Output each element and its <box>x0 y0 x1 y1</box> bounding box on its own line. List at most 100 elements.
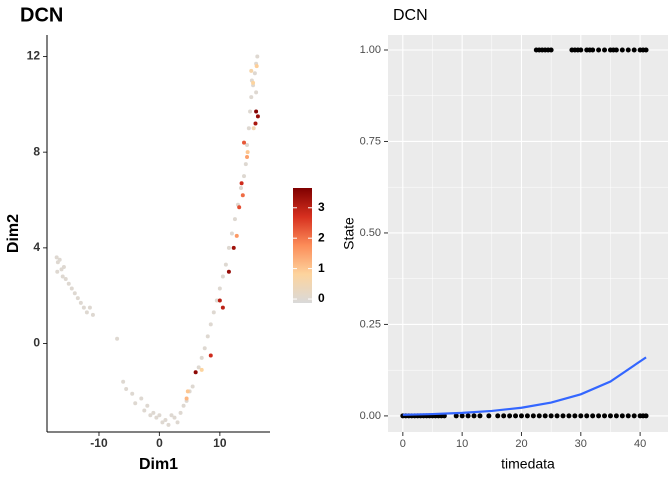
point <box>631 47 637 53</box>
point <box>584 413 590 419</box>
cell-point <box>154 415 159 420</box>
point <box>518 413 524 419</box>
cell-point <box>87 305 92 310</box>
cell-point <box>214 298 219 303</box>
cell-point <box>202 346 207 351</box>
fit-line <box>402 356 647 416</box>
cell-point <box>184 396 189 401</box>
cell-point <box>163 418 168 423</box>
point <box>548 47 554 53</box>
cell-point <box>190 384 195 389</box>
cell-point <box>148 413 153 418</box>
point <box>643 47 649 53</box>
cell-point <box>181 403 186 408</box>
point <box>578 47 584 53</box>
cell-point <box>175 420 180 425</box>
x-tick-label: 30 <box>575 438 587 450</box>
y-tick-label: 0.25 <box>360 318 381 330</box>
x-tick-label: 10 <box>456 438 468 450</box>
cell-point <box>220 305 225 310</box>
x-tick-label: 10 <box>213 436 227 450</box>
cell-point <box>66 281 71 286</box>
colorbar <box>293 188 312 303</box>
cell-point <box>133 401 138 406</box>
cell-point <box>145 403 150 408</box>
point <box>572 413 578 419</box>
cell-point <box>193 370 198 375</box>
cell-point <box>205 334 210 339</box>
point <box>471 413 477 419</box>
point <box>486 413 492 419</box>
cell-point <box>172 415 177 420</box>
y-tick-label: 12 <box>27 49 41 63</box>
cell-point <box>81 305 86 310</box>
cell-point <box>255 114 260 119</box>
cell-point <box>220 274 225 279</box>
cell-point <box>61 264 66 269</box>
cell-point <box>199 355 204 360</box>
cell-point <box>69 286 74 291</box>
point <box>613 413 619 419</box>
chart-title: DCN <box>20 4 63 26</box>
cell-point <box>217 286 222 291</box>
x-tick-label: 0 <box>156 436 163 450</box>
y-tick-label: 4 <box>33 240 40 254</box>
cell-point <box>239 181 244 186</box>
cell-point <box>226 245 231 250</box>
point <box>459 413 465 419</box>
point <box>542 413 548 419</box>
cell-point <box>231 245 236 250</box>
cell-point <box>78 300 83 305</box>
point <box>477 413 483 419</box>
colorbar-label: 1 <box>318 261 325 275</box>
colorbar-label: 3 <box>318 200 325 214</box>
point <box>602 413 608 419</box>
cell-point <box>229 231 234 236</box>
cell-point <box>57 257 62 262</box>
cell-point <box>121 379 126 384</box>
point <box>530 413 536 419</box>
point <box>548 413 554 419</box>
point <box>465 413 471 419</box>
x-tick-label: 20 <box>515 438 527 450</box>
cell-point <box>142 408 147 413</box>
point <box>513 413 519 419</box>
cell-point <box>160 420 165 425</box>
point <box>453 413 459 419</box>
cell-point <box>249 68 254 73</box>
point <box>560 413 566 419</box>
x-tick-label: 0 <box>400 438 406 450</box>
cell-point <box>84 310 89 315</box>
cell-point <box>245 154 250 159</box>
cell-point <box>166 422 171 427</box>
point <box>524 413 530 419</box>
cell-point <box>245 150 250 155</box>
colorbar-label: 2 <box>318 230 325 244</box>
y-tick-label: 0 <box>33 336 40 350</box>
cell-point <box>248 109 253 114</box>
cell-point <box>63 276 68 281</box>
point <box>507 413 513 419</box>
cell-point <box>208 322 213 327</box>
cell-point <box>254 64 259 69</box>
cell-point <box>196 365 201 370</box>
cell-point <box>139 396 144 401</box>
point <box>590 47 596 53</box>
cell-point <box>243 162 248 167</box>
x-tick-label: 40 <box>634 438 646 450</box>
cell-point <box>124 386 129 391</box>
cell-point <box>246 126 251 131</box>
cell-point <box>169 413 174 418</box>
cell-point <box>72 291 77 296</box>
cell-point <box>251 126 256 131</box>
x-tick-label: -10 <box>90 436 108 450</box>
cell-point <box>223 262 228 267</box>
cell-point <box>75 296 80 301</box>
cell-point <box>217 298 222 303</box>
point <box>602 47 608 53</box>
cell-point <box>245 143 250 148</box>
y-tick-label: 0.50 <box>360 227 381 239</box>
chart-title: DCN <box>393 7 428 24</box>
point <box>578 413 584 419</box>
point <box>554 413 560 419</box>
